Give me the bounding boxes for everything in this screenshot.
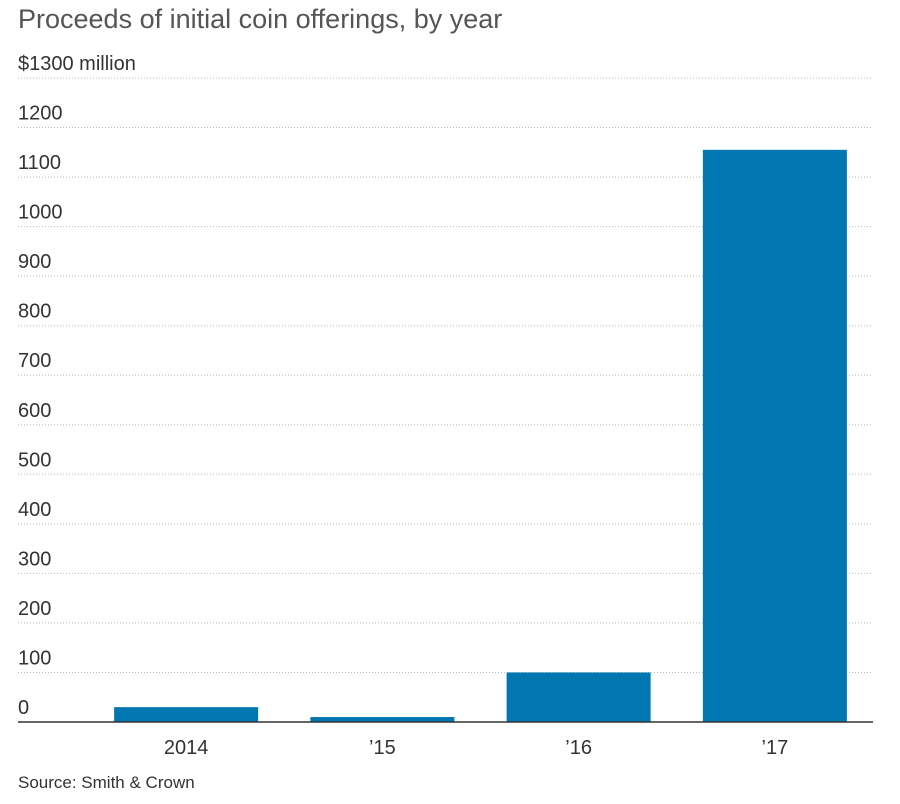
y-tick-label: 700 xyxy=(18,350,51,372)
bars xyxy=(114,149,847,723)
bar xyxy=(310,717,455,722)
y-tick-label: 500 xyxy=(18,449,51,471)
y-tick-label: 600 xyxy=(18,400,51,422)
y-tick-label: 300 xyxy=(18,548,51,570)
y-axis-tick-labels: 0 100 200 300 400 500 600 700 800 900 1000 1100 1200… xyxy=(18,53,136,719)
y-tick-label: 1200 xyxy=(18,103,63,125)
bar xyxy=(506,672,651,722)
y-tick-label: $1300 million xyxy=(18,53,136,75)
y-tick-label: 800 xyxy=(18,301,51,323)
y-tick-label: 1100 xyxy=(18,152,61,174)
x-tick-label: ’17 xyxy=(762,737,789,759)
y-tick-label: 200 xyxy=(18,598,51,620)
chart-title: Proceeds of initial coin offerings, by y… xyxy=(18,4,503,34)
y-tick-label: 100 xyxy=(18,647,51,669)
x-axis-tick-labels: 2014 ’15 ’16 ’17 xyxy=(164,737,788,759)
x-tick-label: 2014 xyxy=(164,737,209,759)
x-tick-label: ’15 xyxy=(369,737,396,759)
y-tick-label: 900 xyxy=(18,251,51,273)
bar xyxy=(114,707,259,722)
y-tick-label: 400 xyxy=(18,499,51,521)
y-tick-label: 1000 xyxy=(18,202,63,224)
bar xyxy=(702,149,847,723)
source-note: Source: Smith & Crown xyxy=(18,773,195,792)
y-tick-label: 0 xyxy=(18,697,29,719)
x-tick-label: ’16 xyxy=(565,737,592,759)
